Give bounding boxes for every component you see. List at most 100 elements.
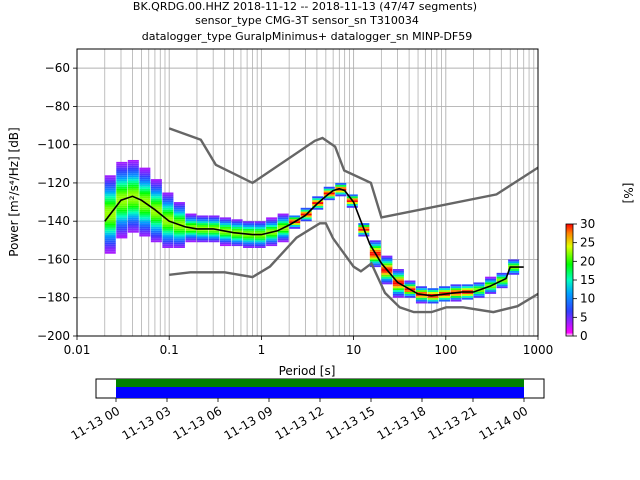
density-cell bbox=[162, 207, 174, 210]
density-cell bbox=[254, 226, 266, 229]
density-cell bbox=[404, 284, 416, 287]
density-cell bbox=[104, 221, 116, 224]
density-cell bbox=[173, 202, 185, 204]
density-cell bbox=[415, 301, 427, 304]
density-cell bbox=[127, 219, 139, 222]
density-cell bbox=[139, 211, 151, 214]
density-cell bbox=[335, 190, 347, 193]
density-cell bbox=[127, 203, 139, 206]
density-cell bbox=[185, 228, 197, 231]
density-cell bbox=[254, 236, 266, 239]
density-cell bbox=[127, 181, 139, 183]
density-cell bbox=[462, 297, 474, 300]
density-cell bbox=[139, 219, 151, 222]
density-cell bbox=[323, 188, 335, 191]
y-tick-label: −120 bbox=[37, 176, 70, 190]
density-cell bbox=[404, 293, 416, 296]
density-cell bbox=[196, 240, 208, 243]
timeline-tick-label: 11-13 09 bbox=[222, 404, 276, 443]
density-cell bbox=[139, 234, 151, 237]
density-cell bbox=[243, 223, 255, 226]
density-cell bbox=[300, 209, 312, 212]
density-cell bbox=[208, 223, 220, 226]
density-cell bbox=[220, 219, 232, 222]
density-cell bbox=[369, 261, 381, 264]
density-cell bbox=[162, 242, 174, 245]
density-cell bbox=[162, 215, 174, 218]
density-cell bbox=[139, 177, 151, 180]
density-cell bbox=[185, 223, 197, 226]
density-cell bbox=[104, 202, 116, 204]
density-cell bbox=[127, 177, 139, 180]
density-cell bbox=[139, 182, 151, 185]
density-cell bbox=[162, 221, 174, 224]
density-cell bbox=[473, 286, 485, 289]
density-cell bbox=[266, 242, 278, 245]
density-cell bbox=[196, 225, 208, 227]
density-cell bbox=[104, 232, 116, 235]
density-cell bbox=[150, 215, 162, 218]
density-cell bbox=[127, 226, 139, 229]
density-cell bbox=[127, 211, 139, 214]
y-tick-label: −200 bbox=[37, 329, 70, 343]
density-cell bbox=[104, 203, 116, 206]
density-cell bbox=[116, 226, 128, 229]
density-cell bbox=[139, 207, 151, 210]
x-axis-label: Period [s] bbox=[279, 364, 336, 378]
nlnm-curve bbox=[169, 222, 538, 314]
density-cell bbox=[450, 293, 462, 296]
density-cell bbox=[231, 226, 243, 229]
density-cell bbox=[116, 223, 128, 226]
x-tick-label: 0.1 bbox=[160, 343, 179, 357]
density-cell bbox=[496, 280, 508, 283]
density-cell bbox=[266, 221, 278, 224]
density-cell bbox=[266, 228, 278, 231]
density-cell bbox=[150, 240, 162, 243]
density-cell bbox=[127, 159, 139, 162]
density-cell bbox=[254, 244, 266, 247]
density-cell bbox=[462, 293, 474, 296]
density-cell bbox=[220, 221, 232, 224]
density-cell bbox=[104, 205, 116, 208]
density-cell bbox=[139, 184, 151, 187]
density-cell bbox=[196, 228, 208, 231]
colorbar-tick-label: 20 bbox=[580, 254, 595, 268]
density-cell bbox=[150, 186, 162, 189]
density-cell bbox=[116, 171, 128, 174]
density-cell bbox=[173, 213, 185, 216]
density-cell bbox=[266, 238, 278, 241]
density-cell bbox=[173, 236, 185, 239]
x-tick-label: 10 bbox=[346, 343, 361, 357]
density-cell bbox=[104, 225, 116, 227]
density-cell bbox=[266, 240, 278, 243]
density-cell bbox=[277, 232, 289, 235]
density-cell bbox=[116, 163, 128, 166]
density-cell bbox=[358, 230, 370, 233]
density-cell bbox=[150, 213, 162, 216]
density-cell bbox=[323, 190, 335, 193]
density-cell bbox=[104, 240, 116, 243]
density-cell bbox=[139, 203, 151, 206]
density-cell bbox=[116, 194, 128, 197]
density-cell bbox=[104, 228, 116, 231]
density-cell bbox=[462, 284, 474, 287]
density-cell bbox=[473, 293, 485, 296]
density-cell bbox=[450, 295, 462, 298]
density-cell bbox=[116, 209, 128, 212]
density-cell bbox=[162, 217, 174, 220]
density-cell bbox=[220, 223, 232, 226]
density-cell bbox=[173, 242, 185, 245]
density-cell bbox=[277, 221, 289, 224]
density-cell bbox=[381, 274, 393, 277]
density-cell bbox=[450, 297, 462, 300]
density-cell bbox=[104, 211, 116, 214]
density-cell bbox=[139, 190, 151, 193]
density-cell bbox=[150, 238, 162, 241]
timeline-tick-label: 11-13 21 bbox=[426, 404, 480, 443]
density-cell bbox=[139, 167, 151, 170]
density-cell bbox=[381, 259, 393, 262]
density-cell bbox=[381, 282, 393, 285]
density-cell bbox=[254, 242, 266, 245]
density-cell bbox=[173, 205, 185, 208]
